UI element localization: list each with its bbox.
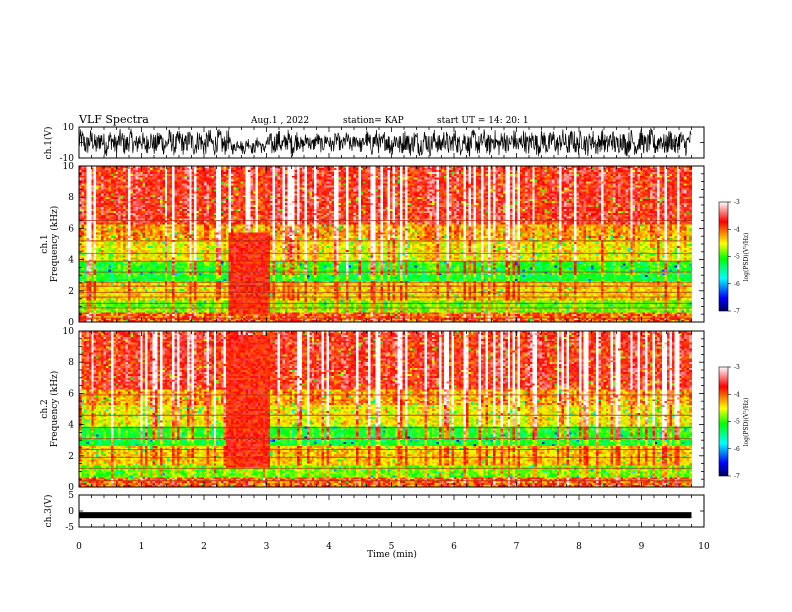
header-station: station= KAP — [343, 116, 404, 126]
header-date: Aug.1 , 2022 — [250, 116, 309, 126]
ch1-spectrogram-image — [79, 166, 692, 322]
vlf-figure: VLF Spectra Aug.1 , 2022 station= KAP st… — [0, 0, 792, 612]
ch1-ytick-top: 10 — [63, 123, 75, 133]
header-start-ut: start UT = 14: 20: 1 — [437, 116, 529, 126]
ch1-waveform-panel: 10 -10 ch.1(V) — [43, 123, 704, 164]
ch1-waveform-ylabel: ch.1(V) — [43, 127, 54, 160]
figure-title: VLF Spectra — [78, 113, 149, 126]
